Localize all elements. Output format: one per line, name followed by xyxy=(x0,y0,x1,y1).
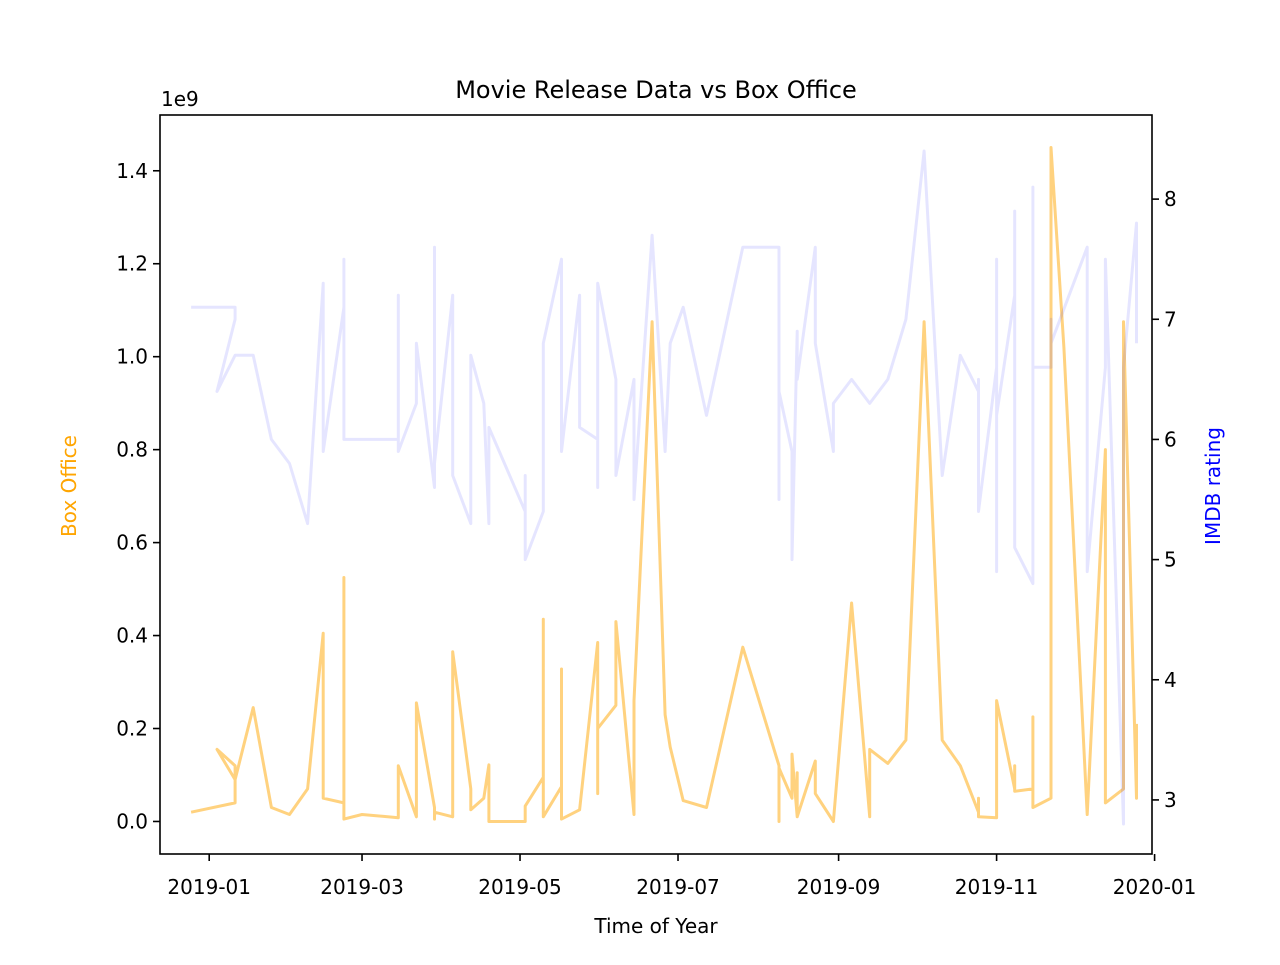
x-axis-label: Time of Year xyxy=(593,914,718,938)
series-line-imdb-rating xyxy=(191,149,1138,826)
y-right-tick-label: 5 xyxy=(1164,548,1177,572)
x-tick-label: 2019-01 xyxy=(167,875,251,899)
y-left-tick-label: 1.0 xyxy=(116,345,148,369)
x-tick-label: 2019-03 xyxy=(320,875,404,899)
y-axis-label-left: Box Office xyxy=(57,435,81,537)
y-left-tick-label: 0.0 xyxy=(116,809,148,833)
x-tick-label: 2019-09 xyxy=(797,875,881,899)
x-tick-label: 2019-07 xyxy=(636,875,720,899)
ticks-layer: 2019-01 2019-03 2019-05 2019-07 2019-09 2019-… xyxy=(116,159,1196,899)
y-right-tick-label: 6 xyxy=(1164,427,1177,451)
y-left-tick-label: 0.6 xyxy=(116,531,148,555)
y-right-tick-label: 3 xyxy=(1164,788,1177,812)
y-left-tick-label: 0.4 xyxy=(116,624,148,648)
y-left-tick-label: 0.8 xyxy=(116,438,148,462)
chart-title: Movie Release Data vs Box Office xyxy=(455,76,857,104)
y-right-tick-label: 4 xyxy=(1164,668,1177,692)
x-tick-label: 2019-11 xyxy=(955,875,1039,899)
series-layer xyxy=(190,146,1138,826)
y-right-tick-label: 8 xyxy=(1164,187,1177,211)
y-left-tick-label: 0.2 xyxy=(116,717,148,741)
y-left-tick-label: 1.4 xyxy=(116,159,148,183)
plot-frame xyxy=(159,114,1153,855)
series-line-box-office xyxy=(190,146,1138,823)
y-left-tick-label: 1.2 xyxy=(116,252,148,276)
y-axis-label-right: IMDB rating xyxy=(1201,427,1225,545)
x-tick-label: 2020-01 xyxy=(1113,875,1197,899)
x-tick-label: 2019-05 xyxy=(478,875,562,899)
y-right-tick-label: 7 xyxy=(1164,307,1177,331)
left-axis-multiplier: 1e9 xyxy=(161,87,199,111)
